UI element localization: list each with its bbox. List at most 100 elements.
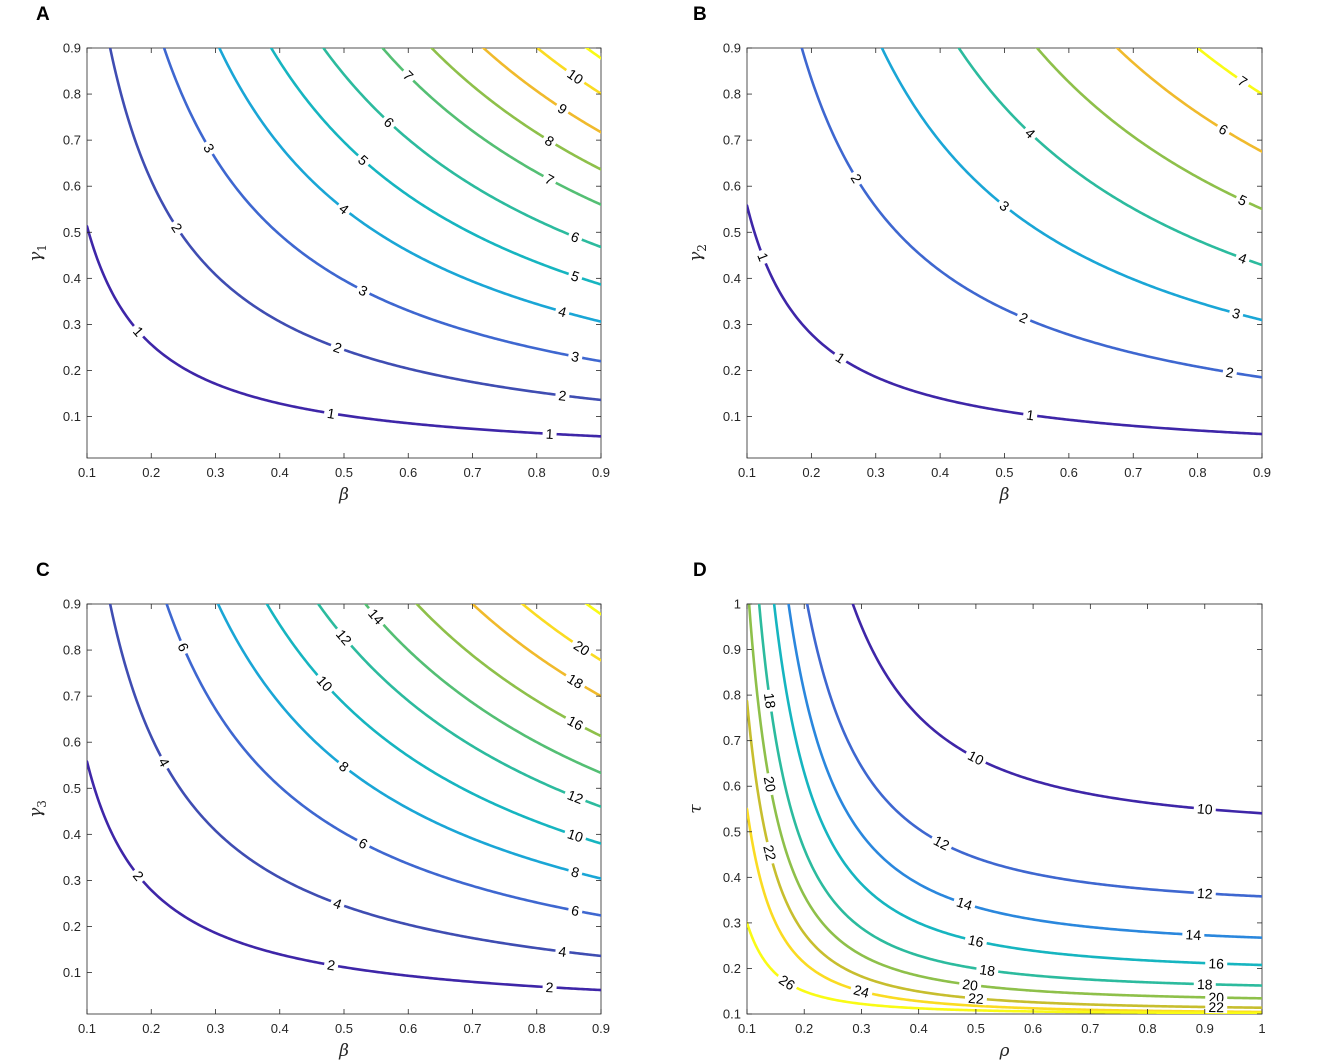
y-tick-label: 0.9 xyxy=(723,642,741,657)
contour-label-gap xyxy=(1182,928,1205,942)
contour-label-4-0: 4 xyxy=(1021,124,1040,143)
contour-label-gap xyxy=(566,228,585,246)
x-tick-label: 0.6 xyxy=(399,1021,417,1036)
contour-label-3-0: 3 xyxy=(200,138,218,158)
contour-label-gap xyxy=(754,248,772,266)
contour-line-10 xyxy=(265,604,601,845)
contour-label-gap xyxy=(1234,250,1252,267)
contour-line-18 xyxy=(470,604,601,698)
contour-line-12 xyxy=(316,604,601,808)
plot-area-c xyxy=(86,603,602,1015)
y-tick-label: 0.8 xyxy=(63,87,81,102)
contour-line-22 xyxy=(747,699,1262,1010)
contour-label-22-0: 22 xyxy=(760,840,780,865)
contour-label-8-0: 8 xyxy=(334,757,354,776)
contour-label-gap xyxy=(328,895,347,912)
contour-label-gap xyxy=(761,840,779,865)
contour-label-18-1: 18 xyxy=(975,961,1000,979)
contour-line-9 xyxy=(481,48,601,134)
y-axis-label: γ2 xyxy=(686,244,709,262)
x-tick-label: 0.3 xyxy=(206,1021,224,1036)
contour-label-gap xyxy=(540,132,559,150)
x-tick-label: 0.5 xyxy=(335,465,353,480)
contour-label-gap xyxy=(542,427,557,441)
contour-label-text: 18 xyxy=(564,670,586,692)
y-axis-label-subscript: 1 xyxy=(35,244,49,252)
contour-label-gap xyxy=(1022,408,1038,422)
y-tick-label: 0.4 xyxy=(63,827,81,842)
contour-label-12-1: 12 xyxy=(929,832,955,854)
x-axis-label: β xyxy=(999,485,1010,505)
contour-label-gap xyxy=(1205,1000,1228,1014)
y-tick-label: 0.1 xyxy=(63,965,81,980)
plot-area-d xyxy=(746,603,1263,1015)
contour-line-3 xyxy=(880,48,1262,322)
contour-line-2 xyxy=(800,48,1262,379)
contour-label-text: 20 xyxy=(761,775,780,793)
contour-label-20-0: 20 xyxy=(761,772,780,797)
contour-label-text: 22 xyxy=(967,990,984,1007)
x-tick-label: 0.2 xyxy=(795,1021,813,1036)
contour-label-10-1: 10 xyxy=(562,825,588,846)
contour-label-text: 20 xyxy=(571,637,593,659)
x-tick-label: 0.6 xyxy=(399,465,417,480)
x-tick-label: 0.7 xyxy=(1081,1021,1099,1036)
contour-label-gap xyxy=(569,636,595,660)
y-axis-label: τ xyxy=(686,804,706,814)
contour-label-3-0: 3 xyxy=(995,196,1014,215)
contour-label-gap xyxy=(995,196,1014,215)
contour-label-5-0: 5 xyxy=(354,150,373,170)
contour-labels: 1 1 1 2 2 2 3 3 4 4 5 6 7 xyxy=(754,72,1252,423)
x-tick-label: 0.3 xyxy=(867,465,885,480)
contour-label-gap xyxy=(562,65,588,88)
contour-label-20-1: 20 xyxy=(958,976,982,994)
contour-line-14 xyxy=(363,604,601,775)
contour-label-6-0: 6 xyxy=(1214,121,1233,138)
contour-label-7-1: 7 xyxy=(540,171,559,188)
y-tick-label: 0.7 xyxy=(63,133,81,148)
x-tick-label: 0.2 xyxy=(142,465,160,480)
contour-line-5 xyxy=(1035,48,1262,211)
panel-letter-a: A xyxy=(36,4,50,25)
contour-label-text: 2 xyxy=(326,957,337,974)
contour-label-16-1: 16 xyxy=(963,931,988,950)
panel-letter-b: B xyxy=(693,4,707,25)
contour-line-7 xyxy=(1195,48,1262,96)
x-tick-label: 0.9 xyxy=(592,465,610,480)
contour-line-16 xyxy=(772,604,1262,967)
contour-label-gap xyxy=(831,348,850,367)
contour-label-12-1: 12 xyxy=(562,787,588,808)
x-tick-label: 0.9 xyxy=(1196,1021,1214,1036)
y-tick-label: 0.4 xyxy=(63,271,81,286)
contour-label-1-2: 1 xyxy=(1022,407,1038,423)
contour-line-5 xyxy=(269,48,601,286)
contour-label-1-2: 1 xyxy=(542,426,557,442)
contour-line-8 xyxy=(216,604,601,880)
contour-label-gap xyxy=(332,624,356,650)
y-tick-label: 0.7 xyxy=(723,733,741,748)
x-tick-label: 0.5 xyxy=(995,465,1013,480)
contour-label-2-2: 2 xyxy=(554,387,571,404)
contour-label-1-0: 1 xyxy=(754,248,772,266)
contour-label-text: 12 xyxy=(565,787,586,808)
contour-line-4 xyxy=(957,48,1262,267)
contour-label-gap xyxy=(849,982,874,1000)
contour-label-gap xyxy=(1205,991,1228,1004)
x-tick-label: 0.8 xyxy=(1189,465,1207,480)
contour-label-18-0: 18 xyxy=(562,670,588,692)
contour-label-text: 22 xyxy=(760,843,779,862)
contour-label-gap xyxy=(964,991,988,1006)
x-tick-label: 1 xyxy=(1258,1021,1265,1036)
contour-label-gap xyxy=(554,944,571,959)
x-tick-label: 0.4 xyxy=(271,465,289,480)
contour-line-2 xyxy=(87,760,601,992)
contour-label-gap xyxy=(323,406,340,421)
x-tick-label: 0.7 xyxy=(463,1021,481,1036)
y-tick-label: 0.3 xyxy=(63,873,81,888)
contour-label-gap xyxy=(567,349,584,364)
x-tick-label: 0.9 xyxy=(1253,465,1271,480)
contour-label-7-0: 7 xyxy=(1233,72,1252,90)
contour-label-2-2: 2 xyxy=(1221,364,1238,381)
